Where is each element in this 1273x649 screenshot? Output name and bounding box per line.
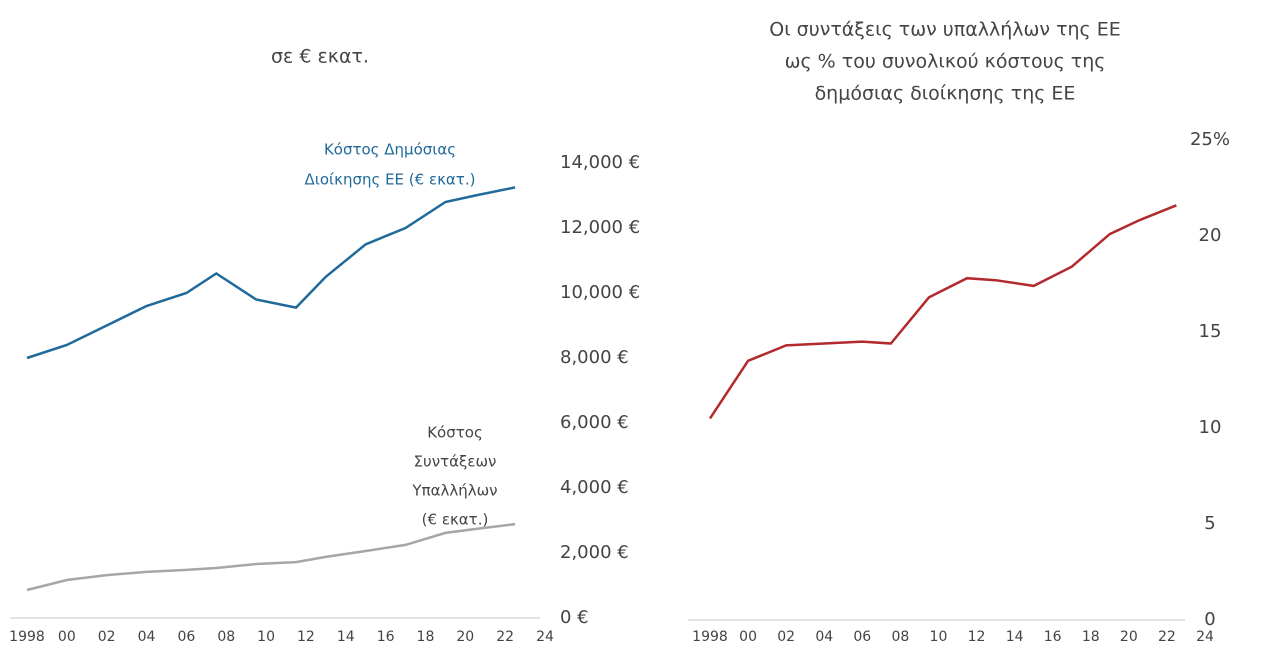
line-series	[708, 204, 1177, 420]
y-tick-label: 10,000 €	[560, 282, 640, 303]
y-tick-label: 14,000 €	[560, 152, 640, 173]
chart-title: ως % του συνολικού κόστους της	[785, 51, 1106, 73]
y-tick-label: 2,000 €	[560, 542, 629, 563]
x-tick-label: 00	[58, 629, 76, 645]
y-tick-label: 0 €	[560, 607, 589, 628]
x-tick-label: 16	[377, 629, 395, 645]
y-tick-label: 15	[1199, 321, 1222, 342]
x-tick-label: 20	[1120, 629, 1138, 645]
y-tick-label: 4,000 €	[560, 477, 629, 498]
x-tick-label: 10	[257, 629, 275, 645]
x-tick-label: 04	[815, 629, 833, 645]
y-tick-label: 25%	[1190, 129, 1230, 150]
x-tick-label: 04	[138, 629, 156, 645]
x-tick-label: 22	[496, 629, 514, 645]
x-tick-label: 16	[1044, 629, 1062, 645]
y-tick-label: 5	[1204, 513, 1215, 534]
x-tick-label: 14	[337, 629, 355, 645]
y-tick-label: 10	[1199, 417, 1222, 438]
y-tick-label: 6,000 €	[560, 412, 629, 433]
chart-title: Οι συντάξεις των υπαλλήλων της ΕΕ	[769, 19, 1121, 41]
x-tick-label: 06	[177, 629, 195, 645]
chart-title: σε € εκατ.	[271, 46, 369, 68]
series-label: (€ εκατ.)	[422, 511, 489, 529]
x-tick-label: 00	[739, 629, 757, 645]
x-tick-label: 02	[98, 629, 116, 645]
x-tick-label: 1998	[9, 629, 45, 645]
x-tick-label: 24	[1196, 629, 1214, 645]
x-tick-label: 1998	[692, 629, 728, 645]
chart-title: δημόσιας διοίκησης της ΕΕ	[815, 83, 1076, 105]
x-tick-label: 06	[853, 629, 871, 645]
x-tick-label: 18	[417, 629, 435, 645]
x-tick-label: 10	[930, 629, 948, 645]
x-tick-label: 08	[217, 629, 235, 645]
x-tick-label: 02	[777, 629, 795, 645]
line-series	[26, 186, 516, 360]
x-tick-label: 12	[297, 629, 315, 645]
x-tick-label: 24	[536, 629, 554, 645]
series-label: Κόστος	[427, 424, 483, 442]
x-tick-label: 12	[968, 629, 986, 645]
y-tick-label: 0	[1204, 609, 1215, 630]
series-label: Κόστος Δημόσιας	[324, 141, 456, 159]
y-tick-label: 8,000 €	[560, 347, 629, 368]
series-label: Διοίκησης ΕΕ (€ εκατ.)	[305, 171, 476, 189]
x-tick-label: 22	[1158, 629, 1176, 645]
x-tick-label: 08	[891, 629, 909, 645]
x-tick-label: 14	[1006, 629, 1024, 645]
y-tick-label: 12,000 €	[560, 217, 640, 238]
series-label: Συντάξεων	[414, 453, 497, 471]
x-tick-label: 18	[1082, 629, 1100, 645]
line-series	[26, 522, 516, 592]
y-tick-label: 20	[1199, 225, 1222, 246]
x-tick-label: 20	[456, 629, 474, 645]
series-label: Υπαλλήλων	[411, 482, 497, 500]
